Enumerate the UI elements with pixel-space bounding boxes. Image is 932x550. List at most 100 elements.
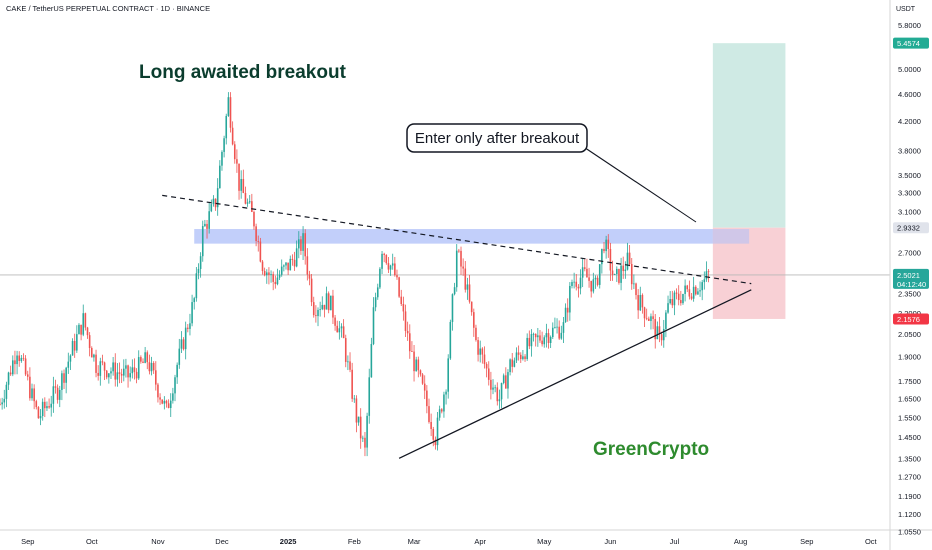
candle-body bbox=[588, 277, 590, 281]
candle-body bbox=[280, 266, 283, 275]
candle-body bbox=[502, 375, 505, 384]
candle-body bbox=[449, 321, 452, 359]
time-tick-label: Mar bbox=[408, 537, 421, 546]
candle-body bbox=[150, 363, 153, 372]
candle-body bbox=[293, 259, 296, 267]
candle-body bbox=[133, 367, 136, 372]
candle-body bbox=[58, 389, 61, 400]
candle-body bbox=[398, 277, 400, 297]
candle-body bbox=[73, 340, 76, 351]
candle-body bbox=[227, 97, 230, 116]
candle-body bbox=[483, 354, 486, 365]
candle-body bbox=[684, 285, 686, 294]
price-tick-label: 3.1000 bbox=[898, 207, 921, 216]
price-tick-label: 3.8000 bbox=[898, 147, 921, 156]
candle-body bbox=[199, 256, 202, 269]
candle-body bbox=[39, 416, 42, 419]
candle-body bbox=[564, 307, 567, 323]
candle-body bbox=[603, 248, 605, 252]
candle-body bbox=[355, 398, 358, 423]
candle-body bbox=[193, 298, 196, 303]
candle-body bbox=[61, 373, 63, 390]
candle-body bbox=[312, 302, 315, 316]
candle-body bbox=[257, 240, 260, 242]
candle-body bbox=[607, 239, 610, 249]
candle-body bbox=[176, 364, 178, 378]
candle-body bbox=[191, 302, 193, 324]
candle-body bbox=[54, 386, 57, 388]
candle-body bbox=[122, 368, 125, 376]
candle-body bbox=[52, 386, 55, 404]
resistance-zone-overlap bbox=[712, 229, 750, 244]
candle-body bbox=[197, 268, 200, 274]
candle-body bbox=[359, 416, 362, 439]
candle-body bbox=[349, 361, 351, 370]
candle-body bbox=[701, 282, 703, 291]
candle-body bbox=[315, 315, 317, 317]
candle-body bbox=[212, 198, 215, 205]
candle-body bbox=[125, 365, 127, 369]
headline-annotation: Long awaited breakout bbox=[139, 62, 347, 83]
candle-body bbox=[238, 163, 240, 191]
candle-body bbox=[421, 374, 424, 384]
candle-body bbox=[20, 357, 23, 362]
candle-body bbox=[643, 307, 646, 319]
candle-body bbox=[379, 268, 381, 288]
candle-body bbox=[662, 328, 665, 341]
candle-body bbox=[485, 364, 488, 369]
candle-body bbox=[383, 253, 385, 255]
candle-body bbox=[37, 407, 40, 419]
candle-body bbox=[163, 400, 166, 404]
candle-body bbox=[464, 268, 467, 290]
candle-body bbox=[675, 292, 678, 294]
candle-body bbox=[428, 406, 430, 422]
callout-box[interactable] bbox=[406, 123, 588, 153]
candle-body bbox=[174, 377, 176, 394]
candle-body bbox=[611, 270, 614, 275]
candle-body bbox=[137, 357, 140, 379]
candle-body bbox=[244, 192, 247, 204]
candle-body bbox=[317, 309, 319, 317]
candle-body bbox=[195, 273, 198, 299]
price-tick-label: 1.7500 bbox=[898, 377, 921, 386]
candle-body bbox=[80, 324, 82, 335]
candle-body bbox=[86, 327, 89, 336]
candle-body bbox=[118, 372, 121, 374]
time-tick-label: Sep bbox=[800, 537, 813, 546]
candle-body bbox=[236, 159, 238, 164]
time-tick-label: Apr bbox=[474, 537, 486, 546]
candle-body bbox=[692, 286, 695, 299]
callout-text: Enter only after breakout bbox=[415, 130, 580, 147]
candle-body bbox=[259, 241, 262, 262]
candle-body bbox=[105, 370, 108, 378]
candle-body bbox=[129, 373, 131, 378]
candle-body bbox=[41, 401, 44, 417]
candle-body bbox=[705, 271, 708, 280]
candle-body bbox=[432, 429, 435, 440]
candle-body bbox=[3, 398, 6, 403]
candle-body bbox=[626, 252, 629, 270]
candle-body bbox=[120, 373, 123, 376]
candle-body bbox=[477, 340, 479, 355]
candle-body bbox=[26, 374, 29, 377]
candle-body bbox=[445, 391, 447, 395]
candle-body bbox=[344, 338, 347, 362]
candle-body bbox=[680, 300, 682, 304]
price-axis[interactable]: 5.8000 5.0000 4.6000 4.2000 3.8000 3.5000 3.30… bbox=[898, 21, 921, 537]
candle-body bbox=[31, 388, 33, 399]
candle-body bbox=[298, 239, 300, 249]
candle-body bbox=[460, 250, 462, 267]
candle-body bbox=[496, 387, 499, 402]
time-axis[interactable]: Sep Oct Nov Dec 2025 Feb Mar Apr May Jun Jul Aug Sep… bbox=[21, 537, 877, 546]
current-price-tag bbox=[893, 268, 929, 289]
candle-body bbox=[466, 284, 469, 290]
candle-body bbox=[225, 115, 228, 139]
candle-body bbox=[325, 293, 328, 310]
candle-body bbox=[579, 277, 582, 289]
candle-body bbox=[29, 376, 31, 399]
price-tick-label: 1.5500 bbox=[898, 413, 921, 422]
candle-body bbox=[374, 297, 377, 308]
candle-body bbox=[560, 332, 563, 339]
candle-body bbox=[376, 287, 379, 298]
